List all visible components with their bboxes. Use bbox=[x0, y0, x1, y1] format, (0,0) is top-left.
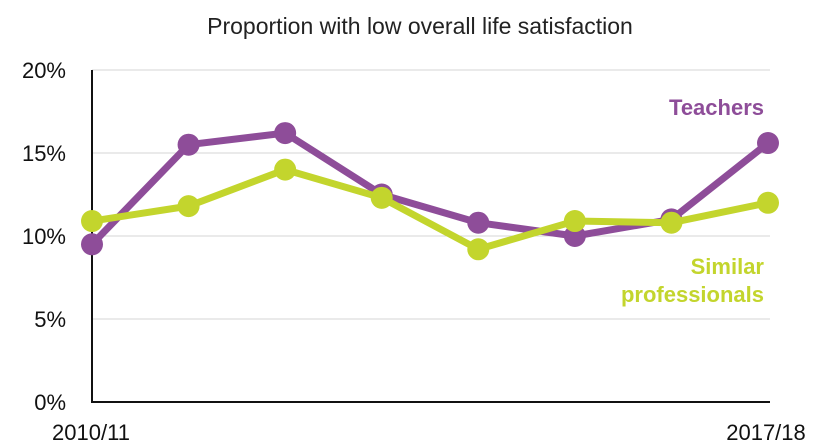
y-tick-label: 15% bbox=[22, 141, 66, 166]
chart-title: Proportion with low overall life satisfa… bbox=[207, 13, 633, 39]
data-point bbox=[370, 186, 393, 209]
series-similar-professionals bbox=[81, 158, 779, 261]
series-label: Teachers bbox=[669, 95, 764, 120]
series-label: professionals bbox=[621, 282, 764, 307]
y-tick-label: 20% bbox=[22, 58, 66, 83]
y-axis-ticks: 0% 5% 10% 15% 20% bbox=[22, 58, 66, 415]
series-teachers bbox=[81, 122, 779, 256]
y-tick-label: 0% bbox=[34, 390, 66, 415]
x-tick-label: 2017/18 bbox=[726, 420, 806, 445]
data-point bbox=[467, 238, 490, 261]
data-point bbox=[563, 210, 586, 233]
series-label: Similar bbox=[691, 254, 765, 279]
data-point bbox=[660, 211, 683, 234]
data-point bbox=[81, 210, 103, 233]
y-tick-label: 5% bbox=[34, 307, 66, 332]
data-point bbox=[81, 233, 103, 256]
series-labels: Teachers Similar professionals bbox=[621, 95, 764, 307]
y-tick-label: 10% bbox=[22, 224, 66, 249]
data-point bbox=[274, 158, 297, 181]
series-line bbox=[88, 166, 772, 253]
data-point bbox=[757, 132, 779, 155]
data-point bbox=[177, 195, 200, 218]
series-lines bbox=[81, 122, 779, 261]
gridlines bbox=[92, 69, 770, 320]
x-axis-ticks: 2010/11 2017/18 bbox=[52, 420, 806, 445]
data-point bbox=[757, 191, 779, 214]
data-point bbox=[274, 122, 297, 145]
x-tick-label: 2010/11 bbox=[52, 420, 130, 445]
data-point bbox=[467, 211, 490, 234]
data-point bbox=[177, 133, 200, 156]
